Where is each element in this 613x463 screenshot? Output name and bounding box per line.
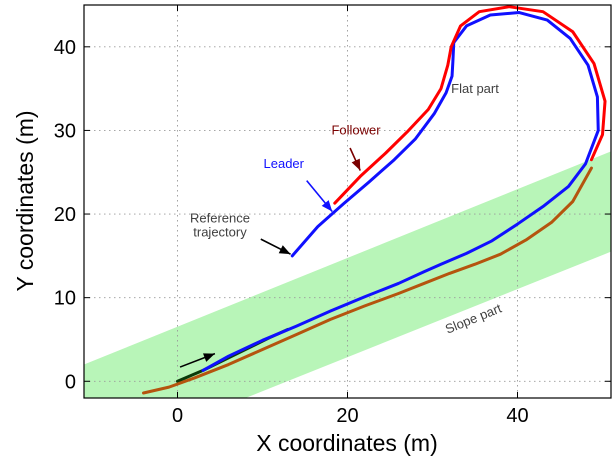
y-tick-label: 10 <box>54 288 76 310</box>
annotation-leader: Leader <box>264 156 305 171</box>
annotation-flat: Flat part <box>451 81 499 96</box>
y-tick-label: 30 <box>54 120 76 142</box>
reference-arrow-head <box>278 245 291 255</box>
x-tick-label: 20 <box>336 405 358 427</box>
start-arrow-head <box>203 353 215 362</box>
slope-band <box>84 151 611 398</box>
series-line-3 <box>142 166 593 395</box>
y-tick-label: 40 <box>54 37 76 59</box>
annotation-ref1: Reference <box>190 210 250 225</box>
x-tick-label: 0 <box>172 405 183 427</box>
follower-arrow-head <box>351 158 361 171</box>
x-tick-label: 40 <box>506 405 528 427</box>
leader-arrow-head <box>321 200 333 212</box>
series-line-2 <box>333 5 607 205</box>
annotation-follower: Follower <box>331 123 381 138</box>
y-axis-label: Y coordinates (m) <box>12 110 38 291</box>
series-line-1 <box>201 11 600 372</box>
x-axis-label: X coordinates (m) <box>256 430 438 456</box>
y-tick-label: 0 <box>65 371 76 393</box>
y-tick-label: 20 <box>54 204 76 226</box>
annotation-ref2: trajectory <box>193 225 247 240</box>
